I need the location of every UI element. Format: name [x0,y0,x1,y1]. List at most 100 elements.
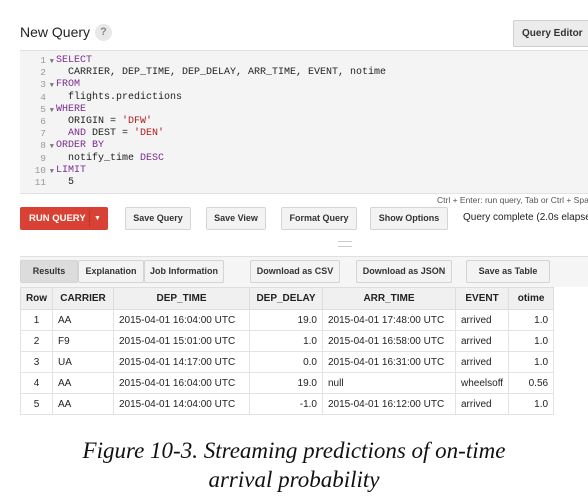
column-header-row[interactable]: Row [20,287,53,310]
sql-keyword: ORDER BY [56,140,105,152]
line-number: 2 [20,67,54,79]
cell-dep-delay: 0.0 [249,351,323,373]
line-number-text: 2 [40,67,46,79]
run-query-divider [89,210,90,227]
tab-job-information[interactable]: Job Information [144,260,224,283]
cell-carrier: AA [52,309,114,331]
line-number-text: 1 [40,55,46,66]
run-query-label: RUN QUERY [29,213,86,224]
column-header-carrier[interactable]: CARRIER [52,287,114,310]
figure-caption: Figure 10-3. Streaming predictions of on… [0,436,588,494]
code-line: LIMIT [56,165,386,177]
sql-string: 'DFW' [122,115,153,127]
cell-dep-delay: -1.0 [249,393,323,415]
query-editor-button[interactable]: Query Editor [513,20,588,47]
column-header-dep-delay[interactable]: DEP_DELAY [249,287,323,310]
line-number: 8 ▼ [20,140,54,152]
caption-line-2: arrival probability [208,467,380,492]
table-row: 1 AA 2015-04-01 16:04:00 UTC 19.0 2015-04-01… [20,309,555,331]
code-line: notify_time DESC [56,153,386,165]
sql-text: notify_time [56,152,141,164]
caret-down-icon[interactable]: ▼ [94,215,101,222]
fold-arrow-icon[interactable]: ▼ [49,167,54,176]
sql-text: CARRIER, DEP_TIME, DEP_DELAY, ARR_TIME, … [56,67,387,79]
results-table: Row CARRIER DEP_TIME DEP_DELAY ARR_TIME … [20,287,555,415]
page-title: New Query [20,24,91,40]
fold-arrow-icon[interactable]: ▼ [49,143,54,152]
line-number-text: 10 [34,164,46,176]
cell-otime: 1.0 [508,393,555,415]
column-header-event[interactable]: EVENT [454,287,510,310]
help-icon[interactable]: ? [95,24,112,41]
line-number: 1 ▼ [20,55,54,67]
run-query-button[interactable]: RUN QUERY ▼ [20,207,108,230]
line-number-text: 3 [40,79,46,91]
caption-line-1: Figure 10-3. Streaming predictions of on… [82,438,506,463]
cell-arr-time: 2015-04-01 17:48:00 UTC [322,309,456,331]
sql-text: flights.predictions [56,91,183,103]
cell-event: arrived [454,393,510,415]
cell-carrier: AA [52,393,114,415]
download-csv-button[interactable]: Download as CSV [250,260,340,283]
line-number-text: 6 [40,115,46,127]
sql-text: 5 [56,176,75,188]
save-table-button[interactable]: Save as Table [466,260,550,283]
cell-otime: 1.0 [508,351,555,373]
show-options-button[interactable]: Show Options [370,207,448,230]
save-view-button[interactable]: Save View [206,207,266,230]
line-number-text: 5 [40,103,46,115]
keyboard-hint: Ctrl + Enter: run query, Tab or Ctrl + S… [437,195,588,205]
cell-arr-time: 2015-04-01 16:12:00 UTC [322,393,456,415]
cell-event: arrived [454,351,510,373]
cell-dep-time: 2015-04-01 16:04:00 UTC [113,309,250,331]
sql-text: DEST = [86,128,135,140]
table-header-row: Row CARRIER DEP_TIME DEP_DELAY ARR_TIME … [20,287,555,310]
code-line: CARRIER, DEP_TIME, DEP_DELAY, ARR_TIME, … [56,67,386,79]
column-header-otime[interactable]: otime [508,287,555,310]
cell-otime: 1.0 [508,330,555,352]
table-row: 3 UA 2015-04-01 14:17:00 UTC 0.0 2015-04-01 … [20,351,555,373]
line-number: 6 [20,116,54,128]
line-number-text: 4 [40,91,46,103]
sql-text: ORIGIN = [56,115,123,127]
cell-dep-delay: 1.0 [249,330,323,352]
tab-explanation[interactable]: Explanation [78,260,144,283]
column-header-arr-time[interactable]: ARR_TIME [322,287,456,310]
fold-arrow-icon[interactable]: ▼ [49,106,54,115]
cell-event: wheelsoff [454,372,510,394]
code-line: ORDER BY [56,140,386,152]
cell-otime: 0.56 [508,372,555,394]
tab-results[interactable]: Results [20,260,78,283]
line-number: 10 ▼ [20,165,54,177]
save-query-button[interactable]: Save Query [125,207,191,230]
table-row: 2 F9 2015-04-01 15:01:00 UTC 1.0 2015-04-01 … [20,330,555,352]
cell-arr-time: null [322,372,456,394]
query-editor[interactable]: 1 ▼ 2 3 ▼ 4 5 ▼ 6 7 8 ▼ 9 10 ▼ 11 SELECT CARRIER, DEP_T… [20,50,588,194]
query-code[interactable]: SELECT CARRIER, DEP_TIME, DEP_DELAY, ARR… [56,55,386,189]
resize-handle[interactable] [338,241,352,247]
format-query-button[interactable]: Format Query [281,207,357,230]
sql-keyword: AND [56,128,87,140]
table-row: 5 AA 2015-04-01 14:04:00 UTC -1.0 2015-04-01… [20,393,555,415]
cell-dep-time: 2015-04-01 14:04:00 UTC [113,393,250,415]
cell-otime: 1.0 [508,309,555,331]
line-number-text: 11 [34,176,46,188]
code-line: FROM [56,79,386,91]
fold-arrow-icon[interactable]: ▼ [49,82,54,91]
line-number: 3 ▼ [20,79,54,91]
fold-arrow-icon[interactable]: ▼ [49,58,54,66]
sql-keyword: FROM [56,79,81,91]
code-line: AND DEST = 'DEN' [56,128,386,140]
column-header-dep-time[interactable]: DEP_TIME [113,287,250,310]
cell-arr-time: 2015-04-01 16:58:00 UTC [322,330,456,352]
cell-dep-delay: 19.0 [249,372,323,394]
table-row: 4 AA 2015-04-01 16:04:00 UTC 19.0 null wheels… [20,372,555,394]
cell-row: 2 [20,330,53,352]
sql-string: 'DEN' [134,128,165,140]
cell-row: 4 [20,372,53,394]
sql-keyword: DESC [140,152,165,164]
download-json-button[interactable]: Download as JSON [356,260,452,283]
cell-event: arrived [454,330,510,352]
code-line: 5 [56,177,386,189]
cell-arr-time: 2015-04-01 16:31:00 UTC [322,351,456,373]
